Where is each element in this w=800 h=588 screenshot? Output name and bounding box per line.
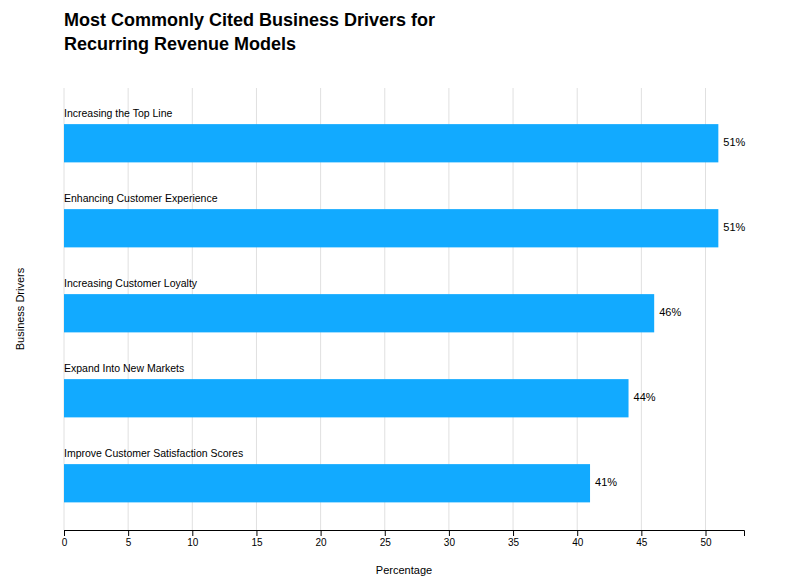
- data-label: 51%: [723, 136, 745, 148]
- bars: [64, 124, 718, 502]
- x-tick: 15: [251, 530, 263, 548]
- x-tick: 30: [444, 530, 456, 548]
- title: Most Commonly Cited Business Drivers for…: [64, 10, 435, 54]
- x-tick-label: 40: [572, 537, 584, 548]
- x-tick: 50: [700, 530, 712, 548]
- x-tick-label: 35: [508, 537, 520, 548]
- x-axis-line: [65, 531, 745, 537]
- labels: Improve Customer Satisfaction Scores Expa…: [64, 107, 746, 488]
- x-tick: 10: [187, 530, 199, 548]
- x-tick-mark: [513, 530, 514, 536]
- x-tick-mark: [449, 530, 450, 536]
- plot: 0 5 10 15 20 25 30 35 40 45 50 Improve Customer Sat…: [62, 88, 746, 548]
- category-label: Increasing Customer Loyalty: [64, 277, 198, 289]
- x-tick-mark: [321, 530, 322, 536]
- x-tick-label: 50: [700, 537, 712, 548]
- x-tick-label: 15: [251, 537, 263, 548]
- category-label: Enhancing Customer Experience: [64, 192, 218, 204]
- x-axis-title: Percentage: [376, 564, 432, 576]
- x-tick-mark: [128, 530, 129, 536]
- x-tick: 40: [572, 530, 584, 548]
- x-tick-mark: [64, 530, 65, 536]
- x-tick-mark: [385, 530, 386, 536]
- title-line: Recurring Revenue Models: [64, 34, 296, 54]
- data-label: 44%: [634, 391, 656, 403]
- x-tick: 5: [126, 530, 132, 548]
- x-tick-label: 25: [380, 537, 392, 548]
- x-axis: 0 5 10 15 20 25 30 35 40 45 50: [62, 530, 745, 548]
- y-axis-title: Business Drivers: [14, 267, 26, 350]
- x-tick: 35: [508, 530, 520, 548]
- bar: [64, 294, 654, 332]
- x-tick: 0: [62, 530, 68, 548]
- x-tick-mark: [706, 530, 707, 536]
- x-tick-label: 0: [62, 537, 68, 548]
- bar: [64, 124, 718, 162]
- title-line: Most Commonly Cited Business Drivers for: [64, 10, 435, 30]
- bar: [64, 379, 629, 417]
- x-tick: 25: [380, 530, 392, 548]
- x-tick-label: 30: [444, 537, 456, 548]
- data-label: 41%: [595, 476, 617, 488]
- category-label: Increasing the Top Line: [64, 107, 173, 119]
- x-tick-label: 20: [316, 537, 328, 548]
- x-tick-label: 45: [636, 537, 648, 548]
- x-tick-mark: [577, 530, 578, 536]
- x-tick-label: 10: [187, 537, 199, 548]
- x-tick-mark: [192, 530, 193, 536]
- category-label: Improve Customer Satisfaction Scores: [64, 447, 243, 459]
- bar: [64, 464, 590, 502]
- data-label: 46%: [659, 306, 681, 318]
- x-tick: 20: [316, 530, 328, 548]
- x-tick-mark: [641, 530, 642, 536]
- x-tick-label: 5: [126, 537, 132, 548]
- chart: Most Commonly Cited Business Drivers for…: [0, 0, 800, 588]
- x-tick: 45: [636, 530, 648, 548]
- category-label: Expand Into New Markets: [64, 362, 184, 374]
- x-tick-mark: [256, 530, 257, 536]
- data-label: 51%: [723, 221, 745, 233]
- bar: [64, 209, 718, 247]
